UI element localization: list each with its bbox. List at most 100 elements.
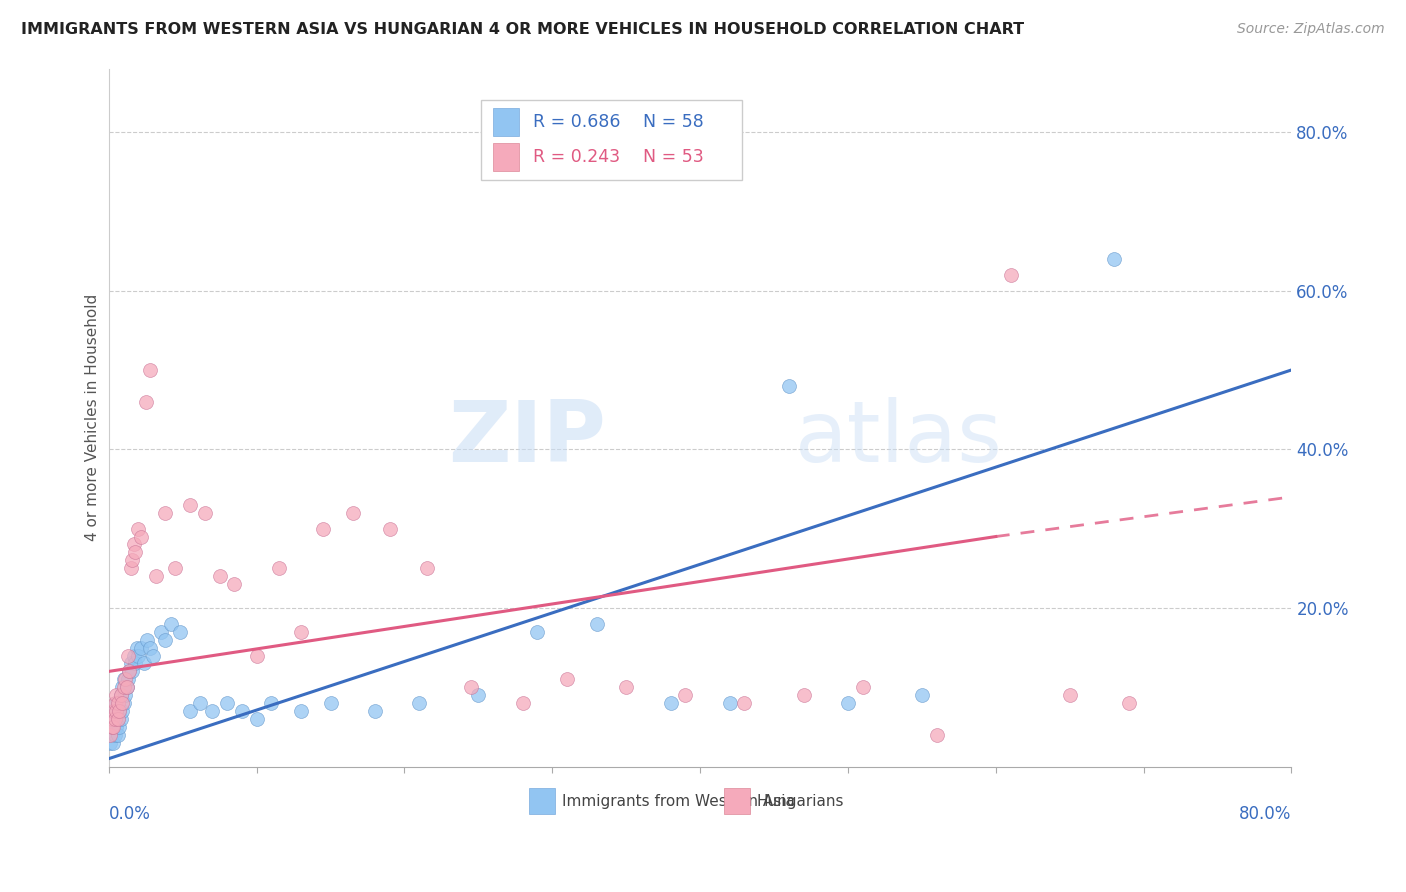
FancyBboxPatch shape — [494, 144, 519, 171]
Point — [378, 522, 401, 536]
Point — [122, 648, 145, 663]
Point — [852, 680, 875, 694]
Text: Source: ZipAtlas.com: Source: ZipAtlas.com — [1237, 22, 1385, 37]
Point — [98, 736, 121, 750]
Point — [925, 728, 948, 742]
Point — [103, 704, 125, 718]
Point — [118, 665, 141, 679]
FancyBboxPatch shape — [494, 108, 519, 136]
Point — [127, 522, 149, 536]
Point — [733, 696, 755, 710]
Point — [342, 506, 364, 520]
Point — [208, 569, 231, 583]
Point — [103, 712, 125, 726]
Point — [267, 561, 290, 575]
Point — [118, 665, 141, 679]
FancyBboxPatch shape — [481, 100, 741, 180]
Point — [231, 704, 253, 718]
Point — [312, 522, 335, 536]
Point — [408, 696, 430, 710]
Text: N = 58: N = 58 — [644, 113, 704, 131]
Point — [104, 712, 127, 726]
Point — [246, 712, 269, 726]
Point — [107, 712, 129, 726]
Point — [512, 696, 534, 710]
Point — [117, 648, 139, 663]
Point — [121, 553, 143, 567]
Point — [911, 688, 934, 702]
Point — [111, 704, 134, 718]
Text: N = 53: N = 53 — [644, 148, 704, 166]
Point — [153, 632, 176, 647]
Point — [190, 696, 212, 710]
Text: Immigrants from Western Asia: Immigrants from Western Asia — [562, 794, 794, 809]
Point — [614, 680, 637, 694]
Point — [115, 680, 138, 694]
Point — [111, 680, 134, 694]
Point — [103, 720, 125, 734]
Point — [290, 704, 312, 718]
Point — [224, 577, 246, 591]
Point — [127, 648, 149, 663]
Point — [718, 696, 741, 710]
Point — [110, 688, 132, 702]
Point — [169, 624, 191, 639]
Text: ZIP: ZIP — [447, 397, 606, 480]
Point — [260, 696, 283, 710]
Point — [555, 673, 578, 687]
Text: 0.0%: 0.0% — [108, 805, 150, 823]
Point — [120, 657, 142, 671]
Point — [129, 530, 152, 544]
Text: 80.0%: 80.0% — [1239, 805, 1292, 823]
Point — [215, 696, 238, 710]
Point — [112, 696, 135, 710]
Point — [104, 728, 127, 742]
Point — [104, 704, 127, 718]
Point — [114, 688, 136, 702]
Point — [112, 673, 135, 687]
Point — [142, 648, 165, 663]
Point — [160, 616, 183, 631]
Point — [136, 632, 159, 647]
Point — [100, 720, 122, 734]
Point — [100, 720, 122, 734]
Point — [110, 712, 132, 726]
Point — [319, 696, 342, 710]
Point — [108, 704, 131, 718]
Point — [673, 688, 696, 702]
Point — [107, 712, 129, 726]
Point — [1102, 252, 1125, 266]
Point — [107, 696, 129, 710]
FancyBboxPatch shape — [724, 788, 749, 814]
Point — [105, 696, 128, 710]
Point — [112, 680, 135, 694]
Point — [107, 728, 129, 742]
Point — [108, 704, 131, 718]
Point — [100, 712, 122, 726]
Text: IMMIGRANTS FROM WESTERN ASIA VS HUNGARIAN 4 OR MORE VEHICLES IN HOUSEHOLD CORREL: IMMIGRANTS FROM WESTERN ASIA VS HUNGARIA… — [21, 22, 1024, 37]
Point — [103, 736, 125, 750]
Point — [153, 506, 176, 520]
Point — [1059, 688, 1081, 702]
Point — [467, 688, 489, 702]
Point — [129, 640, 152, 655]
Point — [115, 680, 138, 694]
Point — [124, 545, 146, 559]
Point — [139, 640, 162, 655]
Point — [179, 704, 201, 718]
Point — [135, 394, 157, 409]
Point — [108, 720, 131, 734]
Point — [290, 624, 312, 639]
Point — [134, 657, 156, 671]
Point — [98, 728, 121, 742]
Y-axis label: 4 or more Vehicles in Household: 4 or more Vehicles in Household — [86, 294, 100, 541]
Point — [114, 673, 136, 687]
Point — [659, 696, 682, 710]
Point — [526, 624, 548, 639]
Point — [149, 624, 172, 639]
Point — [165, 561, 187, 575]
Point — [201, 704, 224, 718]
Point — [246, 648, 269, 663]
Point — [117, 673, 139, 687]
FancyBboxPatch shape — [529, 788, 554, 814]
